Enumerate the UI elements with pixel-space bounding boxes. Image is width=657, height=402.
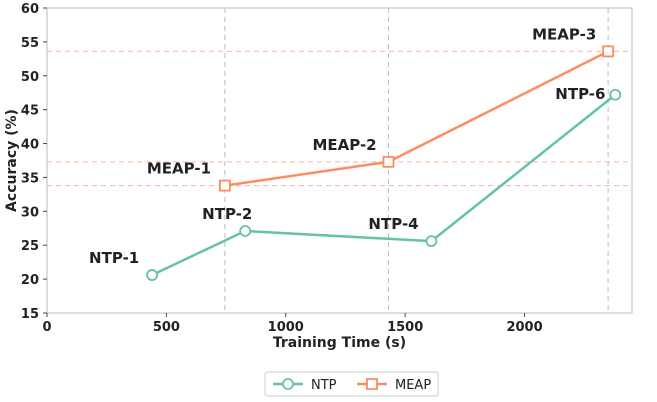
axis-ticks: 0 500 1000 1500 2000 15 20 25 30 35 40 45 50 55 60 — [21, 2, 543, 335]
x-tick-label: 0 — [42, 320, 51, 335]
data-point-meap — [382, 155, 395, 168]
y-tick-label: 45 — [21, 104, 39, 119]
x-tick-label: 1000 — [268, 320, 304, 335]
data-point-ntp — [609, 88, 622, 101]
x-tick-label: 500 — [153, 320, 180, 335]
series-group — [146, 45, 622, 281]
y-tick-label: 60 — [21, 2, 39, 17]
y-tick-label: 15 — [21, 307, 39, 322]
data-point-ntp — [425, 235, 438, 248]
point-labels: NTP-1 NTP-2 NTP-4 NTP-6 MEAP-1 MEAP-2 MEAP-3 — [89, 25, 605, 267]
y-tick-label: 40 — [21, 138, 39, 153]
legend: NTP MEAP — [264, 371, 439, 397]
x-tick-label: 1500 — [387, 320, 423, 335]
plot-frame — [46, 7, 633, 314]
data-point-meap — [602, 45, 615, 58]
y-tick-label: 30 — [21, 205, 39, 220]
series-line-meap — [224, 50, 609, 187]
data-point-ntp — [146, 269, 158, 281]
x-tick-label: 2000 — [506, 320, 542, 335]
y-tick-label: 25 — [21, 239, 39, 254]
legend-label-meap: MEAP — [395, 378, 431, 393]
reference-lines — [47, 8, 632, 313]
legend-box — [264, 371, 439, 397]
series-line-ntp — [151, 93, 617, 277]
data-point-meap — [218, 179, 231, 192]
y-tick-label: 50 — [21, 70, 39, 85]
y-tick-label: 20 — [21, 273, 39, 288]
legend-label-ntp: NTP — [311, 378, 337, 393]
y-tick-label: 35 — [21, 171, 39, 186]
data-label: MEAP-3 — [532, 25, 596, 43]
data-label: NTP-4 — [368, 215, 418, 233]
data-label: NTP-6 — [555, 85, 605, 103]
data-label: MEAP-2 — [312, 136, 376, 154]
x-axis-label: Training Time (s) — [273, 335, 406, 351]
data-label: MEAP-1 — [147, 160, 211, 178]
data-point-ntp — [239, 225, 252, 237]
data-label: NTP-2 — [202, 205, 252, 223]
legend-marker-meap — [366, 378, 378, 390]
y-axis-label: Accuracy (%) — [4, 109, 20, 212]
data-label: NTP-1 — [89, 249, 139, 267]
legend-marker-ntp — [282, 378, 294, 390]
y-tick-label: 55 — [21, 36, 39, 51]
